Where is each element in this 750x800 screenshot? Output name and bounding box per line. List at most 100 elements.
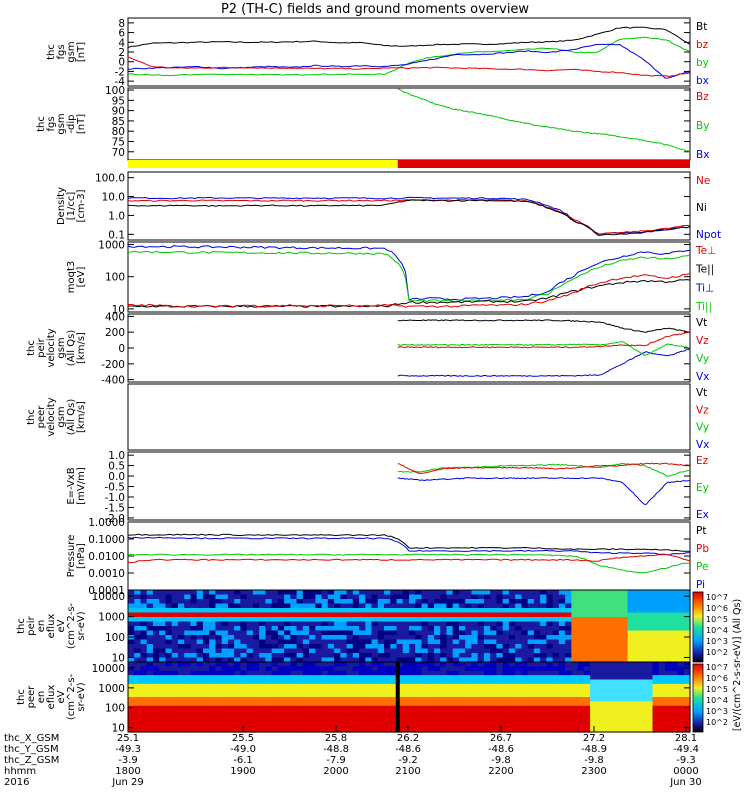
spectrogram-cell — [290, 639, 298, 645]
spectrogram-cell — [190, 670, 198, 676]
spectrogram-cell — [146, 697, 154, 702]
spectrogram-cell — [359, 617, 366, 623]
spectrogram-cell — [409, 608, 416, 614]
spectrogram-cell — [346, 657, 354, 663]
spectrogram-cell — [508, 626, 516, 632]
spectrogram-cell — [409, 612, 416, 618]
spectrogram-cell — [252, 718, 260, 724]
spectrogram-cell — [527, 701, 535, 707]
spectrogram-cell — [315, 617, 323, 623]
spectrogram-cell — [140, 727, 148, 733]
spectrogram-cell — [234, 594, 241, 600]
spectrogram-cell — [452, 683, 460, 689]
series-line — [127, 43, 691, 79]
spectrogram-cell — [284, 594, 291, 600]
spectrogram-cell — [577, 644, 585, 650]
spectrogram-cell — [565, 630, 572, 636]
x-tick-label: Jun 29 — [111, 777, 144, 788]
panel-efield: 1.00.50.0-0.5-1.0-1.5-2.0E=-VxB [mV/m]EzE… — [66, 450, 709, 525]
spectrogram-cell — [409, 603, 416, 609]
spectrogram-cell — [221, 603, 229, 609]
spectrogram-cell — [627, 723, 635, 729]
spectrogram-cell — [215, 727, 223, 733]
spectrogram-cell — [452, 662, 460, 667]
spectrogram-cell — [683, 635, 691, 641]
spectrogram-cell — [209, 612, 217, 618]
spectrogram-cell — [321, 727, 329, 733]
spectrogram-cell — [452, 612, 460, 618]
spectrogram-cell — [165, 612, 173, 618]
spectrogram-cell — [302, 662, 310, 667]
spectrogram-cell — [271, 648, 279, 654]
spectrogram-cell — [215, 692, 223, 698]
spectrogram-cell — [502, 683, 510, 689]
spectrogram-cell — [171, 710, 179, 716]
spectrogram-cell — [502, 679, 510, 685]
spectrogram-cell — [259, 701, 266, 707]
spectrogram-cell — [565, 599, 572, 605]
legend-entry: Pi — [696, 579, 705, 591]
spectrogram-cell — [396, 670, 404, 676]
spectrogram-cell — [334, 670, 341, 676]
y-axis-label: sr-eV) — [76, 611, 87, 640]
spectrogram-cell — [227, 701, 235, 707]
spectrogram-cell — [502, 653, 510, 659]
spectrogram-cell — [658, 718, 666, 724]
spectrogram-cell — [302, 612, 310, 618]
spectrogram-cell — [571, 675, 579, 681]
spectrogram-cell — [646, 705, 654, 711]
spectrogram-cell — [271, 603, 279, 609]
spectrogram-cell — [290, 666, 298, 672]
spectrogram-cell — [334, 723, 341, 729]
spectrogram-cell — [446, 697, 454, 702]
spectrogram-cell — [440, 688, 448, 694]
spectrogram-cell — [259, 679, 266, 685]
spectrogram-cell — [296, 608, 304, 614]
spectrogram-cell — [602, 710, 610, 716]
spectrogram-cell — [128, 608, 135, 614]
spectrogram-cell — [184, 727, 192, 733]
spectrogram-cell — [390, 590, 398, 596]
spectrogram-cell — [508, 644, 516, 650]
spectrogram-cell — [202, 679, 210, 685]
spectrogram-cell — [683, 612, 691, 618]
colorbar-tick-label: 10^4 — [706, 696, 728, 705]
spectrogram-cell — [134, 626, 142, 632]
spectrogram-cell — [252, 621, 260, 627]
spectrogram-cell — [177, 648, 185, 654]
spectrogram-cell — [365, 599, 373, 605]
spectrogram-cell — [340, 710, 348, 716]
spectrogram-cell — [396, 701, 404, 707]
spectrogram-cell — [309, 697, 316, 702]
spectrogram-cell — [521, 710, 529, 716]
spectrogram-cell — [477, 679, 485, 685]
spectrogram-cell — [346, 630, 354, 636]
spectrogram-cell — [352, 653, 360, 659]
spectrogram-cell — [209, 653, 217, 659]
spectrogram-cell — [134, 718, 142, 724]
spectrogram-cell — [184, 603, 192, 609]
spectrogram-cell — [159, 701, 167, 707]
spectrogram-cell — [146, 727, 154, 733]
spectrogram-cell — [302, 710, 310, 716]
legend-entry: Bx — [696, 149, 709, 161]
spectrogram-cell — [533, 683, 541, 689]
spectrogram-cell — [315, 630, 323, 636]
spectrogram-cell — [477, 710, 485, 716]
spectrogram-cell — [259, 626, 266, 632]
spectrogram-cell — [177, 644, 185, 650]
spectrogram-cell — [633, 612, 641, 618]
spectrogram-cell — [277, 644, 285, 650]
spectrogram-cell — [471, 718, 479, 724]
spectrogram-cell — [359, 683, 366, 689]
spectrogram-cell — [284, 630, 291, 636]
spectrogram-cell — [440, 603, 448, 609]
spectrogram-cell — [571, 594, 579, 600]
spectrogram-cell — [315, 608, 323, 614]
spectrogram-cell — [552, 718, 560, 724]
y-tick-label: -1.0 — [105, 492, 126, 504]
spectrogram-cell — [458, 603, 466, 609]
spectrogram-cell — [615, 594, 622, 600]
spectrogram-cell — [483, 714, 491, 720]
spectrogram-cell — [302, 617, 310, 623]
